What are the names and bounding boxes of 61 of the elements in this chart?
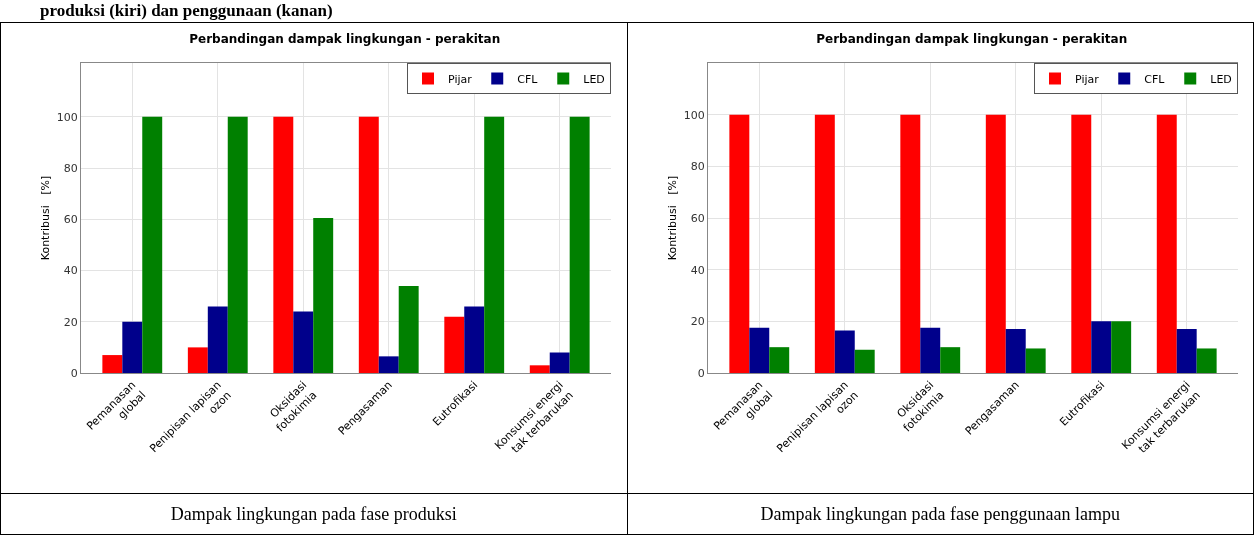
bar <box>1176 329 1197 373</box>
bar <box>444 316 465 373</box>
y-tick-label: 40 <box>690 263 705 277</box>
bar <box>748 327 769 373</box>
text: Dampak lingkungan pada fase produksi <box>1 494 627 534</box>
bar <box>834 330 855 373</box>
y-tick-label: 0 <box>70 366 78 380</box>
bar <box>1070 114 1091 373</box>
bar <box>142 116 163 373</box>
text: Dampak lingkungan pada fase penggunaan lampu <box>627 494 1253 534</box>
bar <box>464 306 485 373</box>
y-tick-label: 100 <box>56 110 78 124</box>
bar <box>768 347 789 373</box>
bar <box>378 356 399 373</box>
y-tick-label: 40 <box>63 264 78 278</box>
bar <box>293 311 314 373</box>
bar <box>1156 114 1177 373</box>
bar <box>207 306 228 373</box>
bar <box>358 116 379 373</box>
bar <box>919 327 940 373</box>
bar <box>273 116 294 373</box>
bar <box>1196 348 1217 373</box>
legend-label: CFL <box>1143 72 1165 86</box>
text: produksi (kiri) dan penggunaan (kanan) <box>39 0 334 22</box>
legend-label: Pijar <box>1074 72 1099 86</box>
bar <box>549 352 570 373</box>
y-tick-label: 20 <box>690 315 705 329</box>
bar <box>122 321 143 373</box>
legend-label: LED <box>583 72 605 86</box>
y-axis-title: Kontribusi [%] <box>665 175 679 261</box>
y-tick-label: 60 <box>690 211 705 225</box>
chart-title: Perbandingan dampak lingkungan - perakitan <box>815 32 1127 47</box>
y-tick-label: 60 <box>63 213 78 227</box>
legend-label: LED <box>1209 72 1232 86</box>
chart-title: Perbandingan dampak lingkungan - perakitan <box>189 32 501 47</box>
bar <box>728 114 749 373</box>
y-axis-title: Kontribusi [%] <box>39 175 52 261</box>
bar <box>854 349 875 373</box>
y-tick-label: 0 <box>697 366 705 380</box>
bar <box>102 355 123 373</box>
bar <box>484 116 505 373</box>
y-tick-label: 80 <box>690 160 705 174</box>
bar <box>529 365 550 373</box>
bar <box>227 116 248 373</box>
bar <box>187 347 208 373</box>
bar <box>569 116 590 373</box>
bar <box>1090 321 1111 373</box>
bar <box>814 114 835 373</box>
y-tick-label: 20 <box>63 315 78 329</box>
legend-label: Pijar <box>448 72 473 86</box>
bar <box>1110 321 1131 373</box>
bar <box>1025 348 1046 373</box>
bar <box>939 347 960 373</box>
bar <box>985 114 1006 373</box>
bar <box>398 285 419 373</box>
bar <box>1005 329 1026 373</box>
bar <box>313 218 334 373</box>
y-tick-label: 100 <box>683 108 705 122</box>
bar <box>899 114 920 373</box>
y-tick-label: 80 <box>63 161 78 175</box>
legend-label: CFL <box>517 72 539 86</box>
